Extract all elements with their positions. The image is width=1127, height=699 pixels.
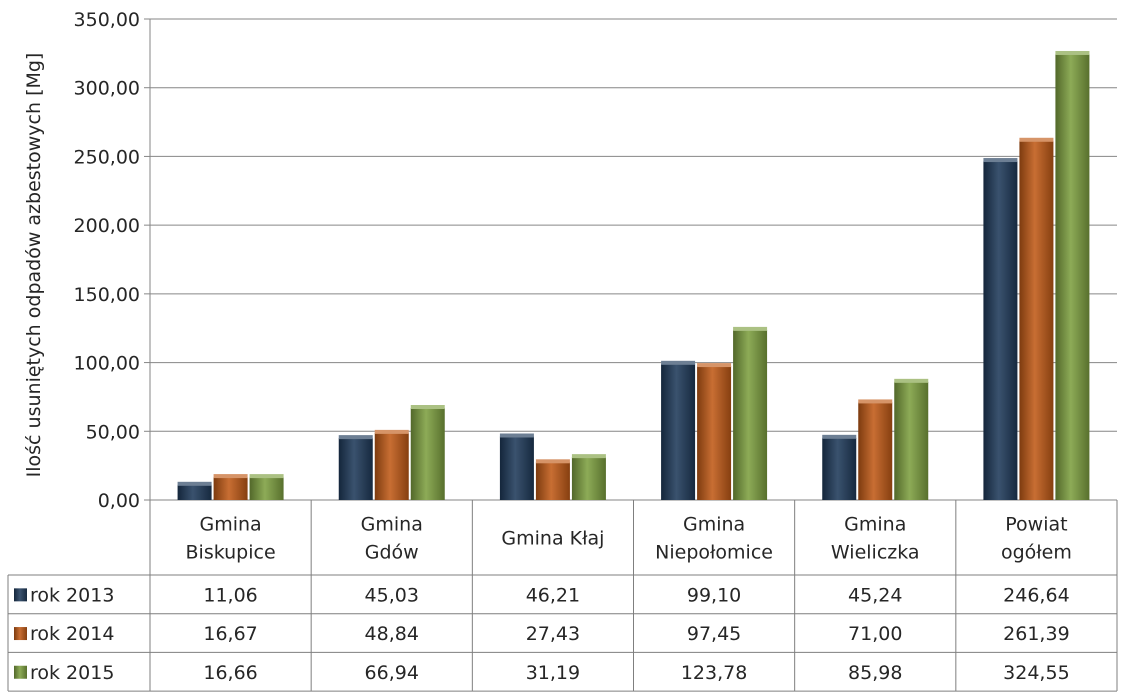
category-label: Gmina (361, 514, 423, 536)
bar-cap (374, 429, 409, 434)
data-label: 48,84 (365, 623, 419, 645)
category-label: Gmina (683, 514, 745, 536)
bar-rok-2014-5 (1019, 140, 1054, 500)
data-label: 45,24 (848, 584, 902, 606)
data-table: Gmina Biskupice Gmina Gdów Gmina Kłaj Gmina Ni… (7, 500, 1118, 692)
bar-cap (499, 433, 534, 438)
data-label: 46,21 (526, 584, 580, 606)
bar-cap (1019, 137, 1054, 142)
bar-rok-2015-0 (249, 477, 284, 500)
bar-cap (1055, 50, 1090, 55)
data-label: 27,43 (526, 623, 580, 645)
category-label: Gmina Kłaj (501, 528, 604, 550)
legend-label: rok 2014 (30, 623, 114, 645)
bar-cap (571, 454, 606, 459)
data-label: 99,10 (687, 584, 741, 606)
category-label: Gdów (365, 542, 419, 564)
legend-key-rok-2013 (14, 588, 27, 602)
data-label: 16,67 (203, 623, 257, 645)
axes: 0,00 50,00 100,00 150,00 200,00 250,00 300,00 3… (74, 9, 1117, 512)
y-axis-label: Ilość usuniętych odpadów azbestowych [Mg… (23, 53, 45, 478)
data-label: 85,98 (848, 662, 902, 684)
bar-cap (213, 474, 248, 479)
y-tick-label: 200,00 (74, 215, 140, 237)
bar-cap (894, 378, 929, 383)
legend-label: rok 2015 (30, 662, 114, 684)
y-tick-label: 50,00 (86, 421, 140, 443)
data-label: 97,45 (687, 623, 741, 645)
bar-cap (535, 459, 570, 464)
bar-rok-2015-5 (1055, 53, 1090, 500)
y-tick-label: 300,00 (74, 78, 140, 100)
bar-rok-2015-3 (733, 329, 768, 500)
category-label: Gmina (199, 514, 261, 536)
bar-cap (983, 158, 1018, 163)
y-tick-label: 150,00 (74, 284, 140, 306)
bar-rok-2013-2 (499, 436, 534, 500)
data-label: 71,00 (848, 623, 902, 645)
bar-cap (822, 434, 857, 439)
data-label: 66,94 (365, 662, 419, 684)
category-label: Wieliczka (831, 542, 920, 564)
legend-key-rok-2015 (14, 665, 27, 679)
bar-rok-2013-4 (822, 437, 857, 500)
bar-rok-2013-3 (661, 363, 696, 500)
bars (177, 50, 1090, 500)
bar-rok-2013-1 (338, 438, 373, 500)
legend-label: rok 2013 (30, 584, 114, 606)
y-tick-label: 100,00 (74, 353, 140, 375)
y-tick-label: 0,00 (98, 490, 140, 512)
bar-rok-2013-0 (177, 484, 212, 500)
data-label: 246,64 (1003, 584, 1069, 606)
bar-rok-2015-2 (571, 457, 606, 500)
data-label: 31,19 (526, 662, 580, 684)
category-label: Biskupice (186, 542, 276, 564)
bar-cap (249, 474, 284, 479)
y-tick-label: 350,00 (74, 9, 140, 31)
bar-cap (177, 481, 212, 486)
bar-rok-2014-0 (213, 477, 248, 500)
bar-rok-2014-2 (535, 462, 570, 500)
data-label: 11,06 (203, 584, 257, 606)
bar-cap (410, 405, 445, 410)
bar-rok-2015-1 (410, 408, 445, 500)
data-label: 123,78 (681, 662, 747, 684)
category-label: Powiat (1005, 514, 1067, 536)
category-label: Niepołomice (655, 542, 773, 564)
bar-rok-2013-5 (983, 161, 1018, 500)
data-label: 16,66 (203, 662, 257, 684)
bar-cap (697, 363, 732, 368)
bar-cap (338, 435, 373, 440)
data-label: 261,39 (1003, 623, 1069, 645)
bar-rok-2015-4 (894, 381, 929, 500)
data-label: 324,55 (1003, 662, 1069, 684)
bar-cap (661, 360, 696, 365)
bar-cap (858, 399, 893, 404)
bar-rok-2014-3 (697, 366, 732, 500)
bar-cap (733, 326, 768, 331)
data-label: 45,03 (365, 584, 419, 606)
legend-key-rok-2014 (14, 627, 27, 641)
y-tick-label: 250,00 (74, 146, 140, 168)
bar-rok-2014-1 (374, 432, 409, 500)
category-label: ogółem (1001, 542, 1072, 564)
bar-rok-2014-4 (858, 402, 893, 500)
gridlines (150, 18, 1117, 432)
category-label: Gmina (844, 514, 906, 536)
